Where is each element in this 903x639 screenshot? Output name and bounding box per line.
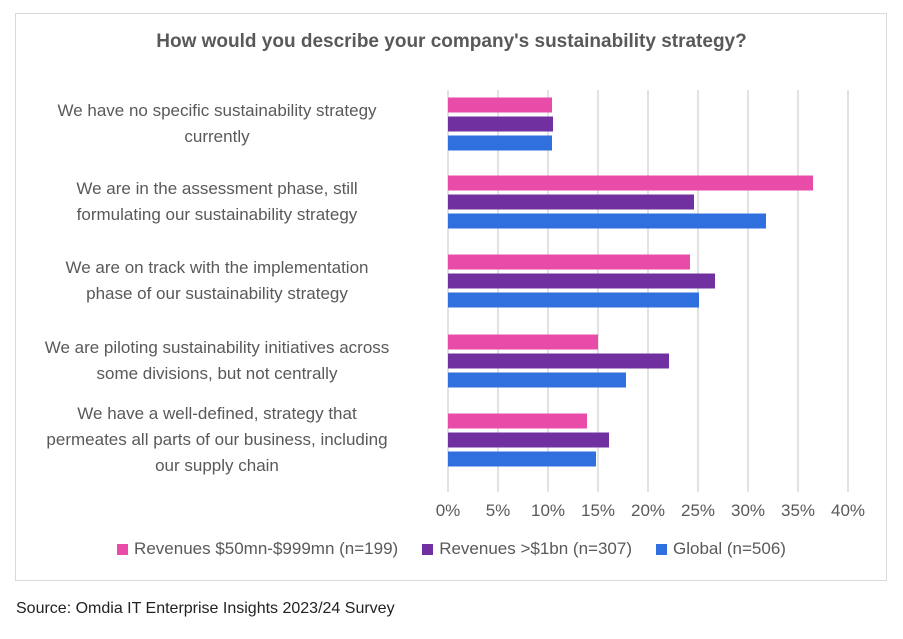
bar <box>448 116 553 132</box>
x-tick-label: 25% <box>681 501 715 520</box>
bar <box>448 175 813 191</box>
category-label-line: our supply chain <box>155 456 279 475</box>
chart-title: How would you describe your company's su… <box>156 31 747 52</box>
x-tick-label: 10% <box>531 501 565 520</box>
bar <box>448 97 552 113</box>
legend-label: Revenues >$1bn (n=307) <box>439 539 632 558</box>
x-tick-label: 35% <box>781 501 815 520</box>
legend-item: Global (n=506) <box>656 539 786 559</box>
x-tick-label: 5% <box>486 501 511 520</box>
bar <box>448 451 596 467</box>
legend-item: Revenues $50mn-$999mn (n=199) <box>117 539 398 559</box>
legend-item: Revenues >$1bn (n=307) <box>422 539 632 559</box>
source-note: Source: Omdia IT Enterprise Insights 202… <box>16 600 395 617</box>
category-label-line: permeates all parts of our business, inc… <box>46 430 388 449</box>
bar <box>448 372 626 388</box>
category-label-line: We have no specific sustainability strat… <box>57 101 377 120</box>
bar <box>448 292 699 308</box>
category-label: We are in the assessment phase, still for… <box>7 176 427 228</box>
x-tick-label: 40% <box>831 501 865 520</box>
category-label-line: some divisions, but not centrally <box>96 364 338 383</box>
chart-frame <box>15 13 887 581</box>
x-tick-label: 15% <box>581 501 615 520</box>
category-label-line: currently <box>184 127 250 146</box>
legend-label: Revenues $50mn-$999mn (n=199) <box>134 539 399 558</box>
legend-swatch <box>117 543 129 555</box>
bar <box>448 432 609 448</box>
category-label-line: We have a well-defined, strategy that <box>77 404 357 423</box>
category-label-line: formulating our sustainability strategy <box>76 205 358 224</box>
category-label: We have no specific sustainability strat… <box>7 98 427 150</box>
bar <box>448 194 694 210</box>
bar <box>448 413 587 429</box>
bar <box>448 273 715 289</box>
legend-swatch <box>656 543 667 555</box>
x-tick-label: 20% <box>631 501 665 520</box>
bar <box>448 334 598 350</box>
category-label-line: We are in the assessment phase, still <box>76 179 358 198</box>
category-label: We have a well-defined, strategy that per… <box>7 401 427 479</box>
bar <box>448 135 552 151</box>
x-tick-label: 0% <box>436 501 461 520</box>
bar <box>448 254 690 270</box>
category-label-line: We are on track with the implementation <box>65 258 369 277</box>
category-label: We are piloting sustainability initiativ… <box>7 335 427 387</box>
category-label-line: phase of our sustainability strategy <box>86 284 348 303</box>
legend: Revenues $50mn-$999mn (n=199) Revenues >$… <box>0 539 903 559</box>
legend-label: Global (n=506) <box>673 539 786 558</box>
category-label: We are on track with the implementation p… <box>7 255 427 307</box>
x-tick-label: 30% <box>731 501 765 520</box>
legend-swatch <box>422 543 434 555</box>
category-label-line: We are piloting sustainability initiativ… <box>44 338 390 357</box>
bar <box>448 213 766 229</box>
bar <box>448 353 669 369</box>
